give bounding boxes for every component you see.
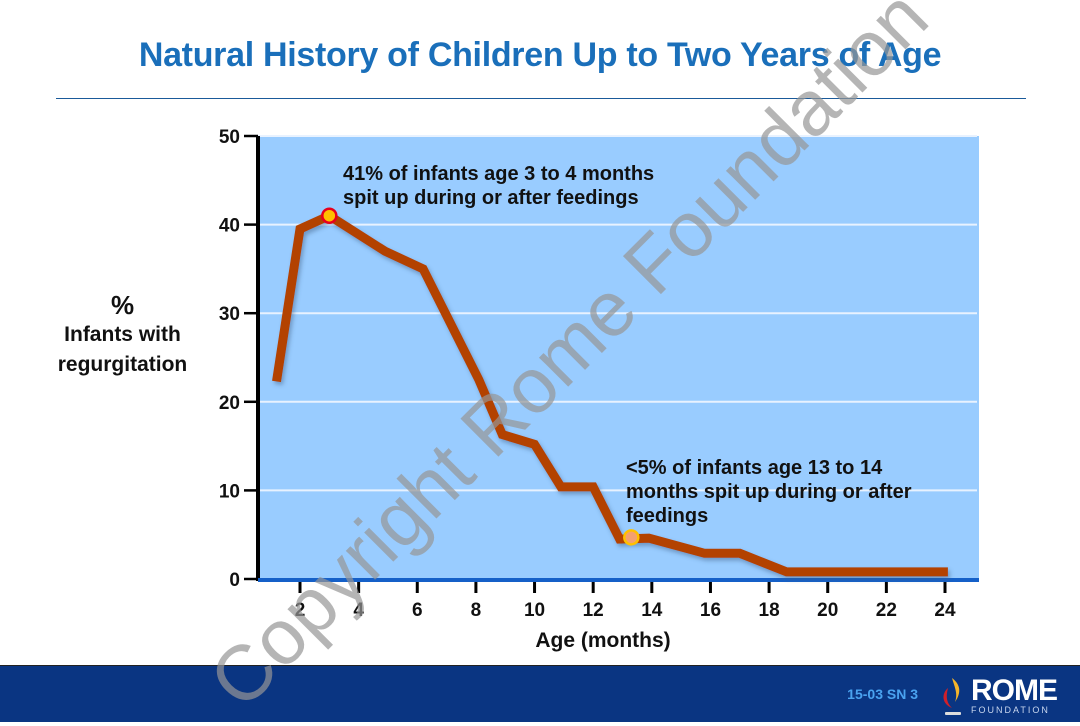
x-tick-label: 6 — [412, 600, 423, 621]
x-tick-label: 4 — [353, 600, 364, 621]
x-tick-label: 16 — [700, 600, 721, 621]
footer-bar: 15-03 SN 3 ROME FOUNDATION — [0, 665, 1080, 722]
y-tick-label: 10 — [219, 481, 240, 502]
plot-area — [258, 136, 979, 579]
annotation-peak-line1: 41% of infants age 3 to 4 months — [343, 163, 655, 185]
x-tick-label: 18 — [759, 600, 780, 621]
y-tick-label: 0 — [229, 570, 240, 591]
annotation-low: <5% of infants age 13 to 14 months spit … — [626, 456, 986, 528]
annotation-peak-line2: spit up during or after feedings — [343, 187, 639, 209]
x-axis-label: Age (months) — [535, 629, 670, 652]
annotation-peak: 41% of infants age 3 to 4 months spit up… — [343, 162, 763, 210]
y-tick-label: 30 — [219, 304, 240, 325]
axes — [256, 136, 979, 582]
x-tick-label: 14 — [641, 600, 663, 621]
slide-code: 15-03 SN 3 — [847, 686, 918, 702]
x-tick-label: 10 — [524, 600, 545, 621]
series-line — [272, 210, 948, 577]
y-axis-label: % Infants with regurgitation — [40, 290, 205, 380]
y-ticks: 0 10 20 30 40 50 — [219, 127, 258, 591]
gridlines — [258, 135, 977, 492]
x-tick-label: 2 — [295, 600, 306, 621]
x-tick-label: 12 — [583, 600, 604, 621]
low-marker — [623, 529, 640, 546]
flame-icon — [943, 678, 961, 715]
rome-foundation-logo: ROME FOUNDATION — [938, 674, 1068, 718]
x-tick-label: 8 — [471, 600, 482, 621]
peak-marker — [321, 207, 338, 224]
logo-wordmark: ROME — [971, 674, 1058, 707]
annotation-low-line3: feedings — [626, 505, 709, 527]
x-tick-label: 20 — [817, 600, 838, 621]
y-tick-label: 50 — [219, 127, 240, 148]
annotation-low-line2: months spit up during or after — [626, 481, 912, 503]
slide-title: Natural History of Children Up to Two Ye… — [138, 36, 942, 74]
x-tick-label: 22 — [876, 600, 897, 621]
y-axis-label-text: Infants with regurgitation — [57, 323, 188, 376]
logo-subtitle: FOUNDATION — [971, 705, 1050, 715]
title-divider — [56, 98, 1026, 99]
x-ticks: 2 4 6 8 10 12 14 16 18 20 22 24 — [295, 582, 956, 621]
annotation-low-line1: <5% of infants age 13 to 14 — [626, 457, 883, 479]
markers — [321, 207, 640, 546]
x-tick-label: 24 — [934, 600, 956, 621]
y-tick-label: 40 — [219, 216, 240, 237]
y-tick-label: 20 — [219, 393, 240, 414]
y-axis-label-symbol: % — [110, 290, 135, 320]
